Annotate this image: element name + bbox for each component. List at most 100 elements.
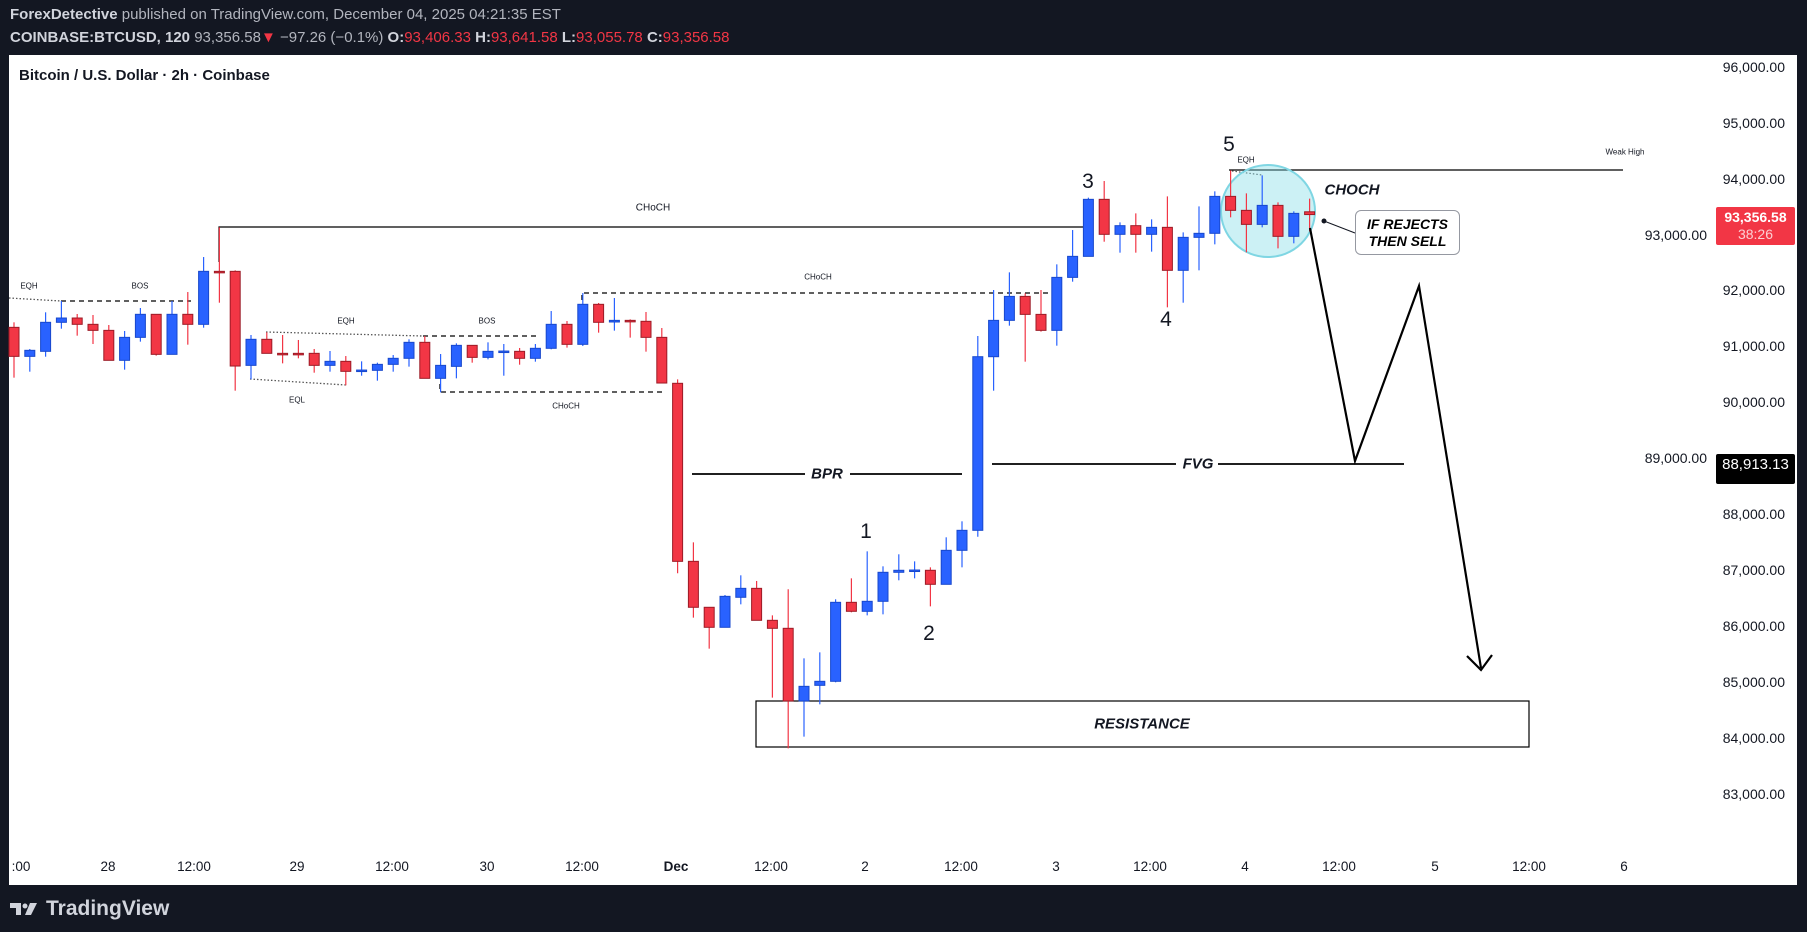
- candle: [340, 356, 352, 386]
- candle: [956, 521, 968, 568]
- candle: [940, 537, 952, 585]
- candle-body: [450, 344, 462, 367]
- candle-body: [877, 571, 889, 602]
- low-label: L:: [561, 29, 577, 46]
- candle: [1272, 202, 1284, 249]
- candle: [87, 314, 99, 345]
- candle-body: [861, 600, 873, 612]
- candle-body: [71, 317, 83, 325]
- callout-box: IF REJECTS THEN SELL: [1355, 210, 1460, 255]
- candle: [119, 330, 131, 370]
- last-price: 93,356.58: [194, 29, 261, 46]
- candle: [1067, 230, 1079, 282]
- candle: [1193, 206, 1205, 271]
- eqh-label: EQH: [337, 316, 355, 326]
- tradingview-logo[interactable]: TradingView: [10, 897, 169, 921]
- candle: [1256, 175, 1268, 228]
- choch-high-dashed-line: [581, 292, 1052, 300]
- candle-body: [1114, 225, 1126, 235]
- price-tick-label: 83,000.00: [1722, 785, 1785, 802]
- candle-body: [687, 560, 699, 608]
- open-value: 93,406.33: [404, 29, 471, 46]
- candle-body: [766, 619, 778, 629]
- candle-body: [1019, 295, 1031, 315]
- candle: [735, 575, 747, 605]
- candle-body: [229, 270, 241, 367]
- arrowhead-icon: [1466, 654, 1493, 672]
- candle: [1003, 272, 1015, 326]
- candle-body: [624, 319, 636, 323]
- candle-body: [150, 313, 162, 355]
- candle-body: [466, 344, 478, 358]
- candle-body: [719, 595, 731, 628]
- candle: [371, 362, 383, 381]
- candle-body: [292, 352, 304, 356]
- bos-label: BOS: [131, 281, 149, 291]
- candle-body: [703, 606, 715, 628]
- choch-label: CHOCH: [1324, 181, 1380, 199]
- candle: [608, 298, 620, 331]
- price-tick-label: 87,000.00: [1722, 561, 1785, 578]
- candle: [24, 348, 36, 372]
- candle-body: [972, 356, 984, 531]
- bpr-label: BPR: [807, 465, 847, 483]
- candle-body: [656, 336, 668, 384]
- candle: [498, 344, 510, 376]
- wave-label-5: 5: [1223, 133, 1235, 156]
- candle: [751, 580, 763, 621]
- candle: [1098, 181, 1110, 242]
- candle-body: [640, 320, 652, 338]
- candle-body: [909, 569, 921, 573]
- choch-low-dashed-line: [439, 384, 665, 393]
- candle-body: [514, 350, 526, 359]
- candle-body: [24, 349, 36, 357]
- candle-body: [87, 323, 99, 331]
- candle-body: [956, 529, 968, 551]
- eqh-label: EQH: [1237, 155, 1255, 165]
- candle-body: [1067, 255, 1079, 278]
- candle: [909, 561, 921, 579]
- candle: [1161, 196, 1173, 308]
- candle-body: [403, 341, 415, 359]
- candle: [1288, 211, 1300, 244]
- candle-body: [103, 329, 115, 361]
- close-value: 93,356.58: [662, 29, 730, 46]
- candle-body: [1146, 226, 1158, 235]
- candle: [482, 342, 494, 360]
- price-tick-label: 93,000.00: [1644, 226, 1707, 243]
- candle: [861, 551, 873, 616]
- eqh-dotted-line: [1231, 170, 1263, 176]
- price-tick-label: 96,000.00: [1722, 58, 1785, 75]
- projection-layer: [1308, 218, 1493, 672]
- candle-body: [561, 323, 573, 345]
- eqh-dotted-line: [8, 297, 62, 302]
- candle: [893, 554, 905, 581]
- author-name[interactable]: ForexDetective: [10, 6, 118, 23]
- price-tick-label: 90,000.00: [1722, 394, 1785, 411]
- candle-body: [1003, 295, 1015, 321]
- time-label: 6: [1620, 859, 1628, 874]
- price-tick-label: 95,000.00: [1722, 114, 1785, 131]
- candles-layer: [8, 170, 1316, 749]
- candle: [830, 599, 842, 683]
- candle-body: [672, 382, 684, 562]
- eqh-dotted-line: [265, 331, 424, 337]
- candle-body: [735, 587, 747, 598]
- candle-body: [166, 313, 178, 355]
- candle-body: [845, 601, 857, 612]
- price-change: −97.26 (−0.1%): [279, 29, 384, 46]
- time-label: 3: [1052, 859, 1060, 874]
- candle-body: [498, 350, 510, 354]
- candle-body: [340, 360, 352, 372]
- candle: [577, 293, 589, 347]
- candle: [624, 319, 636, 338]
- candle: [292, 339, 304, 359]
- highlight-circle: [1220, 164, 1316, 258]
- candle-body: [1051, 276, 1063, 331]
- bar-countdown: 38:26: [1737, 226, 1774, 242]
- candle: [877, 566, 889, 615]
- time-label: Dec: [663, 859, 689, 874]
- time-label: 12:00: [565, 859, 599, 874]
- candle: [55, 301, 67, 329]
